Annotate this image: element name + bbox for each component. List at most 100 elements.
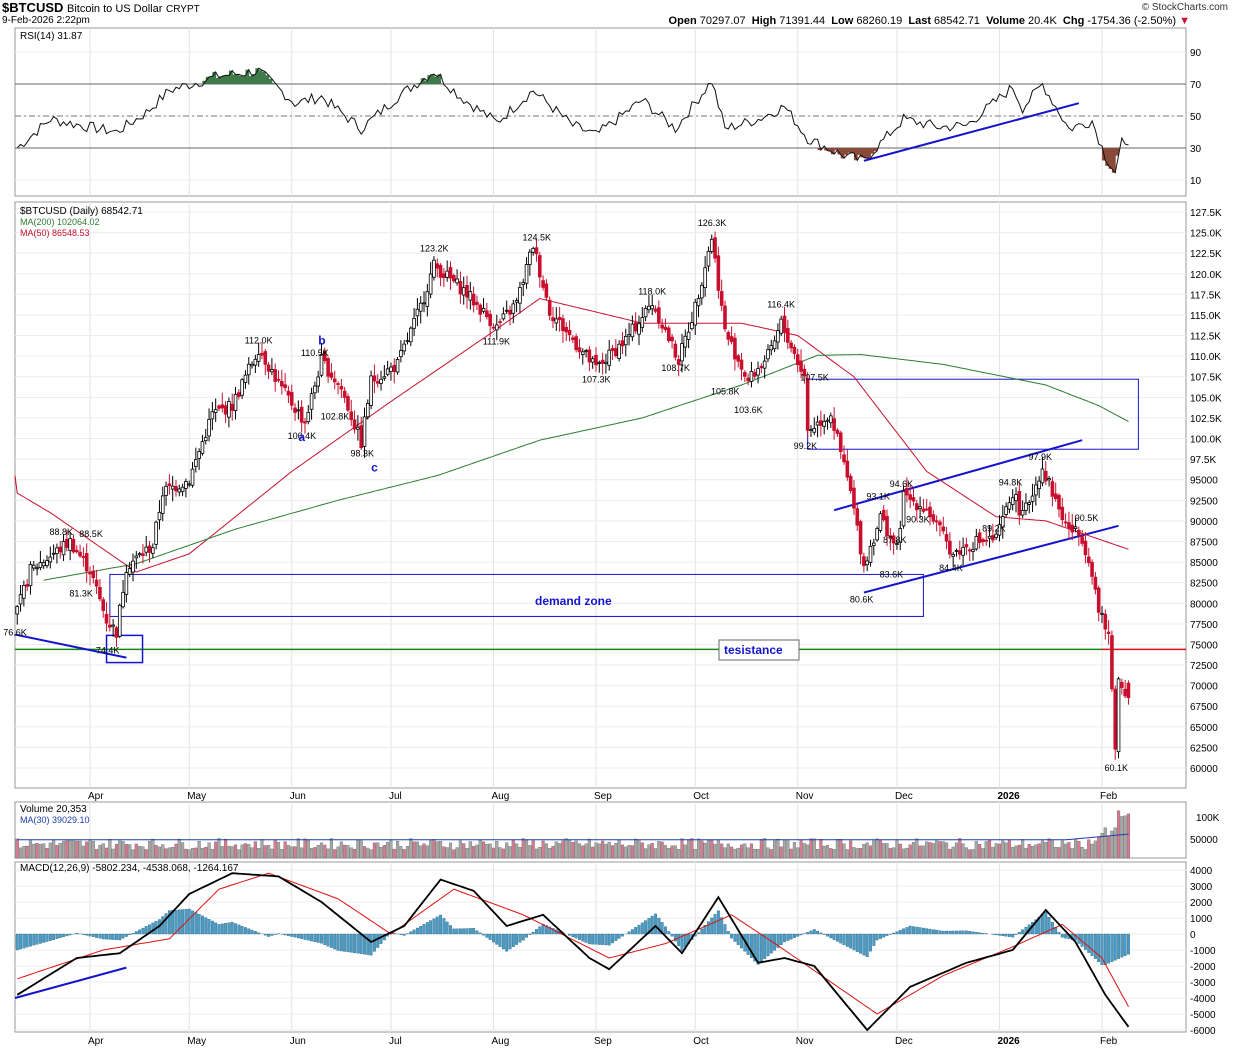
volume-bar xyxy=(167,847,171,859)
macd-hist-bar xyxy=(1103,933,1107,965)
rsi-overbought-fill xyxy=(225,75,230,84)
candle-body xyxy=(170,485,175,490)
volume-bar xyxy=(769,849,773,859)
volume-bar xyxy=(935,840,939,859)
candle-body xyxy=(346,396,350,411)
macd-hist-bar xyxy=(230,922,234,935)
macd-hist-bar xyxy=(498,933,502,947)
candle-body xyxy=(240,379,244,396)
volume-bar xyxy=(214,841,218,859)
volume-bar xyxy=(601,840,605,859)
candle-body xyxy=(1043,470,1048,482)
candle-body xyxy=(769,345,774,351)
candle-body xyxy=(1050,481,1055,497)
volume-bar xyxy=(511,839,515,859)
candle-body xyxy=(557,316,562,321)
candle-body xyxy=(382,376,387,379)
macd-hist-bar xyxy=(422,924,426,935)
volume-bar xyxy=(687,840,691,859)
candle-body xyxy=(805,378,810,431)
ma50-line xyxy=(14,297,1129,573)
volume-bar xyxy=(1116,810,1121,859)
volume-bar xyxy=(88,840,92,859)
macd-hist-bar xyxy=(819,932,823,935)
price-label: 76.6K xyxy=(3,627,27,637)
candle-body xyxy=(425,291,430,307)
wave-label: a xyxy=(298,430,305,444)
macd-hist-bar xyxy=(607,933,611,946)
volume-bar xyxy=(988,840,992,859)
volume-bar xyxy=(782,839,787,859)
macd-hist-bar xyxy=(442,918,446,935)
candle-body xyxy=(901,490,906,527)
candle-body xyxy=(213,409,218,413)
candle-body xyxy=(934,520,939,523)
macd-hist-bar xyxy=(141,927,145,935)
candle-body xyxy=(981,539,985,543)
volume-bar xyxy=(984,841,988,859)
macd-hist-bar xyxy=(111,933,115,940)
candle-body xyxy=(647,305,651,311)
volume-bar xyxy=(799,840,803,859)
candle-body xyxy=(359,425,363,449)
macd-hist-bar xyxy=(878,933,882,939)
candle-body xyxy=(997,524,1002,536)
macd-hist-bar xyxy=(303,933,307,940)
ma50-legend: MA(50) 86548.53 xyxy=(20,228,90,238)
rsi-overbought-fill xyxy=(417,82,422,84)
volume-bar xyxy=(1057,847,1061,859)
macd-hist-bar xyxy=(664,926,667,935)
macd-hist-bar xyxy=(611,933,614,944)
volume-bar xyxy=(620,844,625,859)
price-label: 105.8K xyxy=(711,387,740,397)
low-highlight-box xyxy=(105,634,144,664)
volume-bar xyxy=(528,845,532,859)
price-tick-label: 85000 xyxy=(1190,558,1218,569)
macd-hist-bar xyxy=(372,933,376,952)
rsi-overbought-fill xyxy=(209,76,213,84)
volume-bar xyxy=(18,847,23,859)
volume-bar xyxy=(617,840,621,859)
rsi-overbought-fill xyxy=(705,83,709,84)
macd-hist-bar xyxy=(267,933,271,937)
volume-bar xyxy=(118,840,122,859)
macd-hist-bar xyxy=(1041,914,1044,935)
candle-body xyxy=(217,405,221,409)
candle-body xyxy=(762,360,767,369)
price-tick-label: 82500 xyxy=(1190,579,1218,590)
volume-bar xyxy=(445,847,449,859)
price-tick-label: 127.5K xyxy=(1190,208,1222,219)
volume-bar xyxy=(538,847,542,859)
candle-body xyxy=(1103,613,1108,630)
macd-hist-bar xyxy=(363,933,366,955)
rsi-overbought-fill xyxy=(232,74,237,84)
macd-hist-bar xyxy=(630,929,634,935)
candle-body xyxy=(243,374,248,383)
macd-hist-bar xyxy=(55,933,59,939)
macd-hist-bar xyxy=(852,933,856,951)
wave-label: b xyxy=(318,334,325,348)
volume-bar xyxy=(878,839,882,859)
macd-hist-bar xyxy=(227,922,231,935)
volume-bar xyxy=(746,847,750,859)
volume-bar xyxy=(773,840,777,859)
macd-hist-bar xyxy=(799,933,803,936)
volume-bar xyxy=(673,845,677,859)
rsi-oversold-fill xyxy=(863,148,868,159)
volume-bar xyxy=(677,849,681,859)
candle-body xyxy=(792,346,797,354)
volume-bar xyxy=(124,844,128,859)
rsi-trendline xyxy=(863,102,1080,162)
macd-hist-bar xyxy=(435,916,439,935)
volume-bar xyxy=(1100,833,1104,859)
volume-bar xyxy=(257,848,261,859)
volume-bar xyxy=(541,840,545,859)
month-label-bottom: Jul xyxy=(389,1036,402,1047)
candle-body xyxy=(28,563,33,587)
candle-body xyxy=(537,255,542,278)
volume-bar xyxy=(386,841,390,859)
candle-body xyxy=(356,426,360,430)
macd-hist-bar xyxy=(415,927,419,935)
rsi-line xyxy=(16,67,1129,174)
symbol-title: $BTCUSD Bitcoin to US Dollar CRYPT xyxy=(2,0,200,15)
